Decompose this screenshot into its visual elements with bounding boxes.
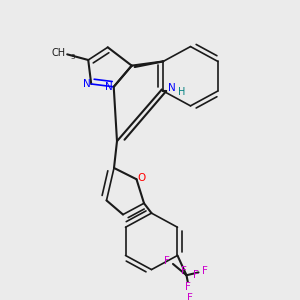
Text: N: N: [168, 83, 176, 93]
Text: N: N: [105, 82, 113, 92]
Text: F: F: [185, 281, 191, 292]
Text: F: F: [193, 270, 198, 280]
Text: F: F: [202, 266, 207, 276]
Text: O: O: [138, 173, 146, 183]
Text: F: F: [164, 256, 170, 266]
Text: 3: 3: [70, 54, 75, 60]
Text: N: N: [83, 79, 91, 89]
Text: F: F: [187, 293, 192, 300]
Text: F: F: [181, 266, 186, 276]
Text: H: H: [178, 88, 185, 98]
Text: CH: CH: [51, 48, 65, 58]
